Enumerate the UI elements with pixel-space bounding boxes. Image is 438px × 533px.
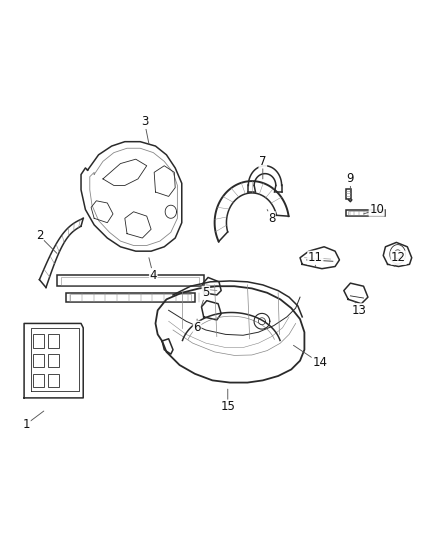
Bar: [48, 334, 59, 348]
Text: 5: 5: [201, 286, 209, 306]
Text: 13: 13: [352, 302, 367, 317]
Bar: [33, 334, 44, 348]
Bar: [61, 277, 199, 285]
Bar: [66, 293, 195, 302]
Bar: [33, 354, 44, 367]
Text: 3: 3: [141, 116, 149, 144]
Bar: [33, 374, 44, 387]
Text: 12: 12: [391, 251, 406, 266]
Text: 7: 7: [259, 155, 267, 179]
Text: 15: 15: [220, 389, 235, 413]
Text: 2: 2: [35, 229, 57, 253]
Text: 6: 6: [193, 319, 201, 334]
Bar: [48, 354, 59, 367]
Bar: [48, 374, 59, 387]
Text: 10: 10: [364, 203, 384, 216]
Text: 4: 4: [149, 258, 157, 282]
Bar: [57, 275, 204, 286]
Bar: [346, 210, 385, 216]
Text: 1: 1: [22, 411, 44, 431]
Text: 11: 11: [308, 251, 323, 266]
Text: 8: 8: [267, 209, 275, 225]
Text: 14: 14: [293, 345, 327, 369]
Text: 9: 9: [346, 172, 354, 192]
Bar: [348, 211, 383, 215]
Bar: [70, 294, 191, 301]
Bar: [346, 189, 351, 199]
